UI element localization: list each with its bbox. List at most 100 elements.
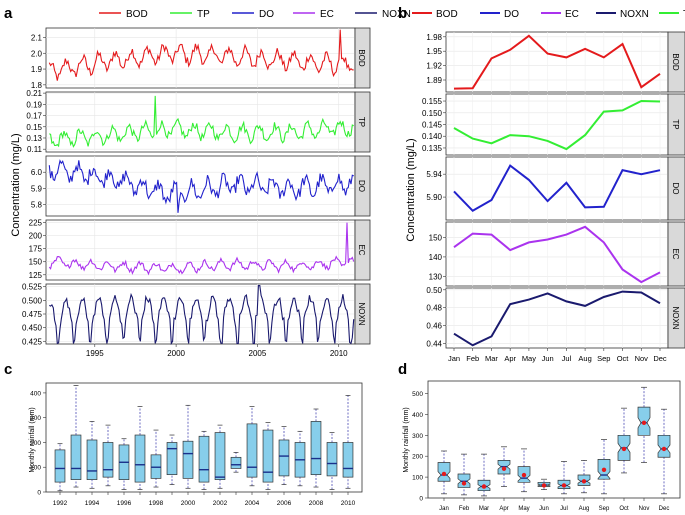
facet-a-ec: 125 150 175 200 225 EC bbox=[29, 219, 371, 281]
ytick-label: 300 bbox=[30, 415, 41, 422]
ytick-label: 175 bbox=[29, 245, 43, 254]
xtick-label: Nov bbox=[635, 354, 649, 363]
ytick-label: 140 bbox=[429, 253, 443, 262]
box-2009 bbox=[326, 432, 338, 490]
box-2000 bbox=[182, 404, 194, 489]
box-body bbox=[134, 434, 146, 483]
xtick-label: Apr bbox=[504, 354, 516, 363]
box-body bbox=[278, 439, 290, 477]
box-2007 bbox=[294, 430, 306, 487]
ytick-label: 1.98 bbox=[426, 33, 442, 42]
ytick-label: 0.135 bbox=[422, 144, 443, 153]
box-jun bbox=[537, 478, 551, 490]
box-1992 bbox=[54, 443, 66, 492]
series-line-ec bbox=[453, 225, 661, 284]
xtick-label: Jun bbox=[542, 354, 554, 363]
box-mean bbox=[581, 479, 587, 484]
box-nov bbox=[637, 386, 651, 463]
ytick-label: 0.145 bbox=[422, 121, 443, 130]
facet-b-strip-label: BOD bbox=[671, 53, 680, 71]
box-body bbox=[214, 432, 226, 480]
ytick-label: 1.8 bbox=[31, 81, 43, 90]
panel-c-ylabel: Monthly rainfall (mm) bbox=[29, 407, 36, 472]
facet-a-strip-label: EC bbox=[357, 244, 366, 255]
xtick-label: 2004 bbox=[245, 500, 260, 507]
ytick-label: 5.8 bbox=[31, 201, 43, 210]
xtick-label: 2000 bbox=[181, 500, 196, 507]
box-mean bbox=[481, 484, 487, 489]
xtick-label: 2000 bbox=[167, 349, 185, 358]
facet-b-strip bbox=[667, 93, 685, 156]
box-1996 bbox=[118, 438, 130, 490]
box-body bbox=[262, 429, 274, 483]
ytick-label: 200 bbox=[412, 454, 423, 461]
facet-b-do: 5.90 5.94 DO bbox=[426, 156, 685, 221]
legend-a-label-ec: EC bbox=[320, 9, 334, 20]
facet-a-strip bbox=[354, 155, 371, 217]
ytick-label: 2.0 bbox=[31, 49, 43, 58]
xtick-label: Sep bbox=[597, 354, 610, 363]
box-2008 bbox=[310, 408, 322, 488]
xtick-label: May bbox=[522, 354, 536, 363]
ytick-label: 0.13 bbox=[26, 134, 42, 143]
series-line-bod bbox=[48, 29, 354, 81]
panel-d-ylabel: Monthly rainfall (mm) bbox=[403, 407, 410, 472]
xtick-label: Nov bbox=[639, 506, 650, 512]
series-line-tp bbox=[453, 99, 661, 151]
ytick-label: 5.90 bbox=[426, 193, 442, 202]
box-sep bbox=[597, 439, 611, 495]
legend-a-label-bod: BOD bbox=[126, 9, 148, 20]
ytick-label: 0.48 bbox=[426, 304, 442, 313]
ytick-label: 100 bbox=[30, 465, 41, 472]
box-body bbox=[70, 434, 82, 480]
ytick-label: 200 bbox=[30, 440, 41, 447]
xtick-label: May bbox=[518, 506, 529, 512]
box-1995 bbox=[102, 424, 114, 487]
facet-b-strip bbox=[667, 221, 685, 287]
ytick-label: 1.89 bbox=[426, 76, 442, 85]
box-2001 bbox=[198, 430, 210, 490]
ytick-label: 500 bbox=[412, 391, 423, 398]
xtick-label: Aug bbox=[578, 354, 591, 363]
ytick-label: 0.475 bbox=[22, 310, 43, 319]
ytick-label: 0.140 bbox=[422, 132, 443, 141]
facet-a-strip bbox=[354, 27, 371, 89]
xtick-label: Mar bbox=[485, 354, 498, 363]
box-body bbox=[182, 440, 194, 479]
box-2005 bbox=[262, 422, 274, 490]
box-apr bbox=[497, 446, 511, 487]
panel-c: 0 100 200 300 400 1992 1994 1996 1998 2000 2002 200… bbox=[30, 382, 363, 507]
ytick-label: 0.50 bbox=[426, 286, 442, 295]
series-line-bod bbox=[453, 34, 661, 90]
box-1993 bbox=[70, 385, 82, 488]
xtick-label: 1994 bbox=[85, 500, 100, 507]
box-body bbox=[198, 435, 210, 483]
ytick-label: 1.9 bbox=[31, 65, 43, 74]
box-2010 bbox=[342, 395, 354, 489]
ytick-label: 125 bbox=[29, 271, 43, 280]
box-feb bbox=[457, 453, 471, 496]
xtick-label: Jul bbox=[562, 354, 572, 363]
xtick-label: 2006 bbox=[277, 500, 292, 507]
facet-b-bod: 1.89 1.92 1.95 1.98 BOD bbox=[426, 31, 685, 93]
series-line-noxn bbox=[49, 285, 355, 346]
box-1999 bbox=[166, 434, 178, 485]
ytick-label: 0.15 bbox=[26, 123, 42, 132]
ytick-label: 5.94 bbox=[426, 170, 442, 179]
box-body bbox=[326, 442, 338, 477]
ytick-label: 225 bbox=[29, 219, 43, 228]
legend-b-label-do: DO bbox=[504, 9, 519, 20]
ytick-label: 200 bbox=[29, 232, 43, 241]
box-jan bbox=[437, 450, 451, 495]
facet-a-frame bbox=[45, 219, 356, 281]
facet-a-strip-label: BOD bbox=[357, 49, 366, 67]
box-1998 bbox=[150, 429, 162, 488]
xtick-label: Mar bbox=[479, 506, 489, 512]
box-1997 bbox=[134, 406, 146, 490]
ytick-label: 1.95 bbox=[426, 47, 442, 56]
facet-b-strip bbox=[667, 156, 685, 221]
ytick-label: 0.150 bbox=[422, 109, 443, 118]
facet-a-frame bbox=[45, 27, 356, 89]
ytick-label: 0.46 bbox=[426, 322, 442, 331]
legend-a-label-do: DO bbox=[259, 9, 274, 20]
